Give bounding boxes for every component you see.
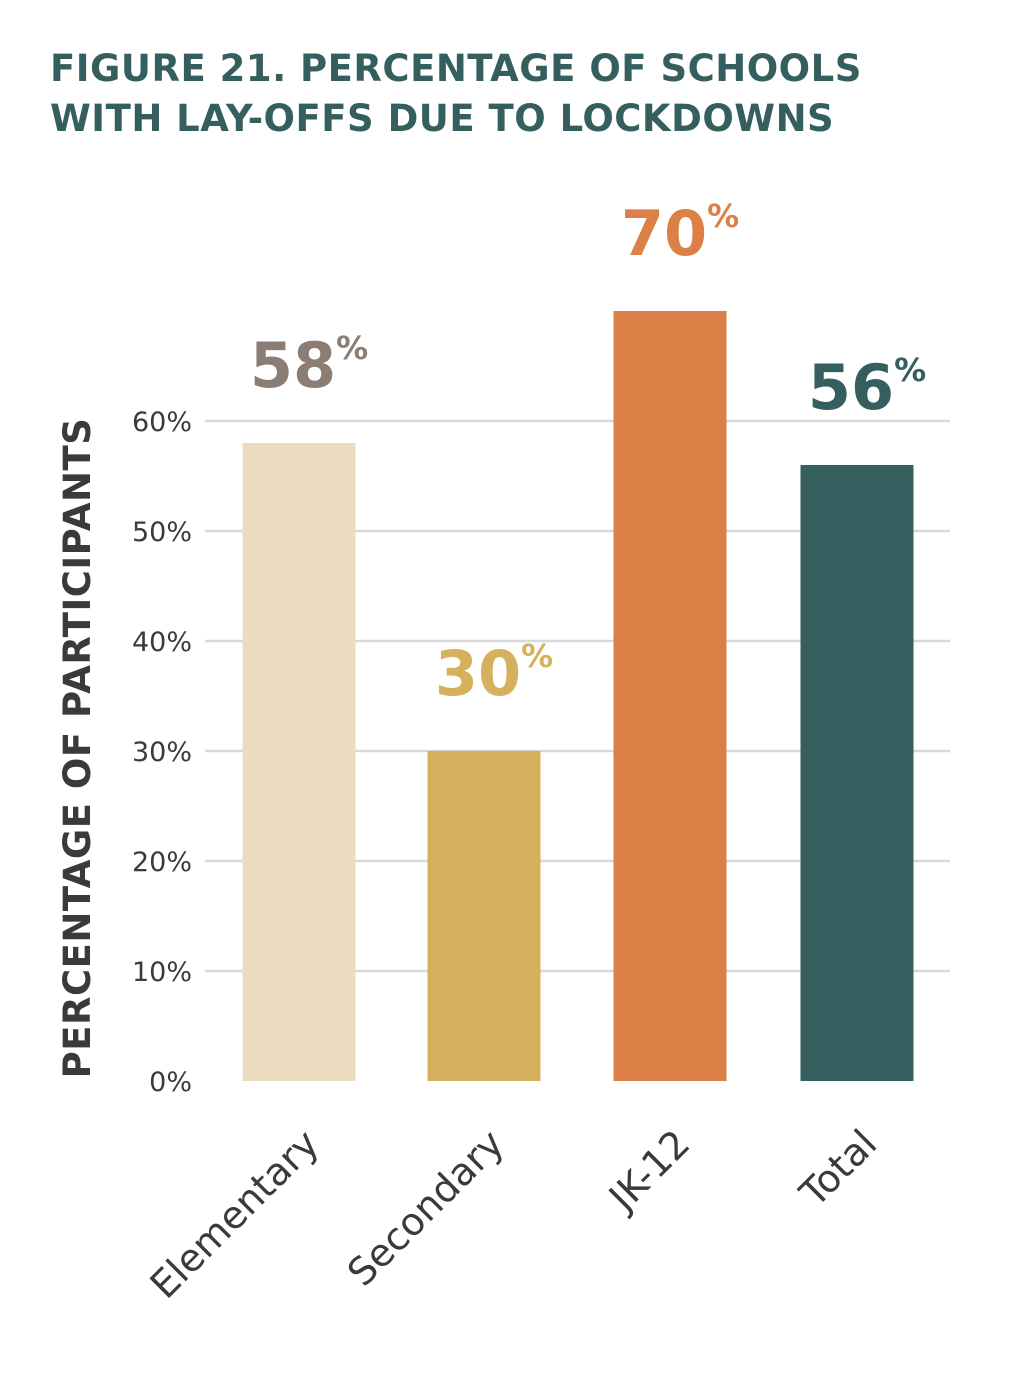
y-tick-label: 30% [132,737,192,768]
y-tick-label: 10% [132,957,192,988]
y-axis-label: PERCENTAGE OF PARTICIPANTS [56,418,99,1079]
data-label: 56% [808,351,926,424]
y-tick-label: 0% [149,1067,192,1098]
data-label: 58% [250,329,368,402]
y-axis-ticks: 0% 10% 20% 30% 40% 50% 60% [132,407,192,1098]
x-tick-label: Total [791,1121,886,1216]
bar-secondary [427,751,541,1081]
x-tick-label: Elementary [142,1121,328,1307]
y-tick-label: 50% [132,517,192,548]
x-tick-label: Secondary [339,1121,512,1294]
data-label: 30% [435,637,553,710]
chart-title-line-1: FIGURE 21. PERCENTAGE OF SCHOOLS [50,47,862,90]
bars [242,311,914,1081]
y-tick-label: 20% [132,847,192,878]
bar-elementary [242,443,356,1081]
bar-total [800,465,914,1081]
data-labels: 58% 30% 70% 56% [250,197,926,710]
y-tick-label: 60% [132,407,192,438]
y-tick-label: 40% [132,627,192,658]
chart-title: FIGURE 21. PERCENTAGE OF SCHOOLS WITH LA… [50,44,950,144]
bar-jk-12 [613,311,727,1081]
chart-title-line-2: WITH LAY-OFFS DUE TO LOCKDOWNS [50,97,835,140]
x-tick-label: JK-12 [599,1121,698,1220]
x-axis-ticks: Elementary Secondary JK-12 Total [142,1121,886,1307]
data-label: 70% [621,197,739,270]
